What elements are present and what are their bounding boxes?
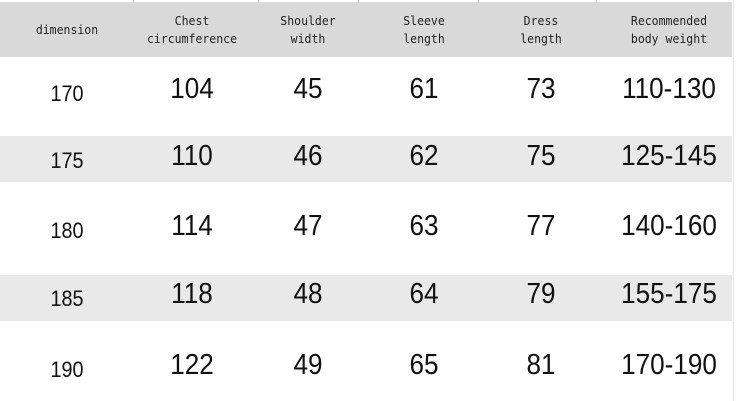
header-dimension: dimension: [35, 21, 99, 37]
grid-line: [596, 0, 597, 2]
header-shoulder: Shoulder width: [280, 12, 336, 46]
header-chest: Chest circumference: [146, 12, 238, 46]
header-dress: Dress length: [520, 12, 562, 46]
grid-line: [258, 0, 259, 2]
cell-dress: 77: [526, 209, 556, 242]
cell-weight: 170-190: [621, 348, 717, 381]
cell-chest: 110: [171, 139, 213, 172]
cell-shoulder: 46: [293, 139, 323, 172]
cell-shoulder: 47: [293, 209, 323, 242]
cell-shoulder: 45: [293, 72, 323, 105]
header-sleeve: Sleeve length: [403, 12, 445, 46]
cell-weight: 125-145: [621, 139, 717, 172]
cell-dimension: 185: [50, 286, 84, 311]
grid-line: [358, 0, 359, 2]
header-band: [0, 2, 732, 57]
cell-chest: 122: [170, 348, 214, 381]
cell-sleeve: 61: [409, 72, 439, 105]
cell-chest: 114: [171, 209, 213, 242]
grid-line: [478, 0, 479, 2]
grid-line: [133, 0, 134, 2]
cell-dimension: 170: [50, 81, 84, 106]
cell-dimension: 175: [50, 148, 84, 173]
grid-line: [733, 0, 734, 401]
row-band-175: [0, 136, 732, 182]
cell-sleeve: 63: [409, 209, 439, 242]
row-band-185: [0, 275, 732, 321]
cell-dress: 81: [526, 348, 556, 381]
cell-sleeve: 64: [409, 277, 439, 310]
cell-dress: 73: [526, 72, 556, 105]
cell-chest: 104: [170, 72, 214, 105]
cell-chest: 118: [171, 277, 213, 310]
cell-weight: 110-130: [622, 72, 716, 105]
header-weight: Recommended body weight: [630, 12, 708, 46]
cell-dimension: 180: [50, 218, 84, 243]
cell-shoulder: 48: [293, 277, 323, 310]
cell-dress: 79: [526, 277, 556, 310]
cell-sleeve: 62: [409, 139, 439, 172]
cell-dress: 75: [526, 139, 556, 172]
cell-weight: 140-160: [621, 209, 717, 242]
cell-sleeve: 65: [409, 348, 439, 381]
cell-weight: 155-175: [621, 277, 717, 310]
cell-shoulder: 49: [293, 348, 323, 381]
cell-dimension: 190: [50, 357, 84, 382]
